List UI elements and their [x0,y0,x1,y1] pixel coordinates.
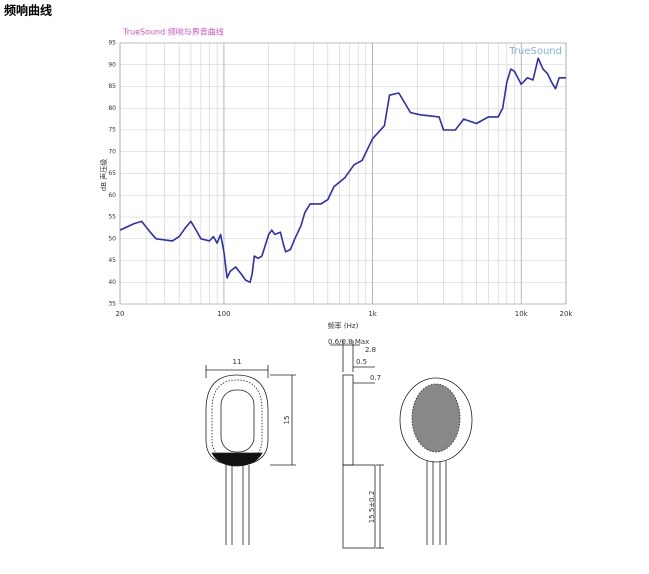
y-tick-label: 40 [108,279,116,286]
x-tick-label: 1k [368,310,377,318]
y-tick-label: 65 [108,170,116,177]
drawing [205,340,473,549]
y-tick-label: 85 [108,83,116,90]
x-tick-label: 10k [515,310,529,318]
x-tick-label: 100 [217,310,230,318]
y-tick-label: 60 [108,192,116,199]
y-tick-label: 50 [108,235,116,242]
y-tick-label: 80 [108,105,116,112]
y-axis-label: dB 声压级 [99,159,108,191]
dim-label: 0.5 [356,358,367,366]
series-line [119,57,566,284]
dim-label: 2.8 [365,346,376,354]
dim-label: 0.6/0.8 Max [328,338,369,346]
y-tick-label: 70 [108,148,116,155]
y-tick-label: 35 [108,301,116,308]
y-tick-label: 90 [108,61,116,68]
dim-label: 15.5±0.2 [368,491,376,524]
heading: 频响曲线 [4,3,52,18]
watermark: TrueSound [508,46,562,57]
y-tick-label: 55 [108,214,116,221]
grid [119,42,567,305]
dim-label: 11 [233,358,242,366]
y-tick-label: 75 [108,127,116,134]
dim-label: 0.7 [370,374,381,382]
chart-title: TrueSound 频响与界音曲线 [122,27,224,37]
x-axis-label: 频率 (Hz) [328,321,359,330]
x-tick-label: 20 [116,310,125,318]
x-tick-label: 20k [560,310,574,318]
y-tick-label: 45 [108,257,116,264]
y-tick-label: 95 [108,40,116,47]
dim-label: 15 [283,416,291,425]
